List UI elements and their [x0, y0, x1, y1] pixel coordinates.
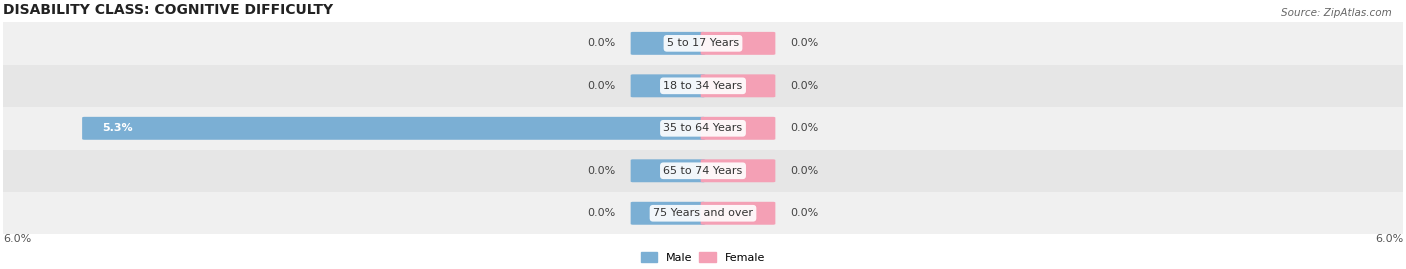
FancyBboxPatch shape	[700, 32, 775, 55]
Bar	[3, 150, 1403, 192]
Text: DISABILITY CLASS: COGNITIVE DIFFICULTY: DISABILITY CLASS: COGNITIVE DIFFICULTY	[3, 3, 333, 17]
Bar	[3, 107, 1403, 150]
FancyBboxPatch shape	[82, 117, 706, 140]
Text: Source: ZipAtlas.com: Source: ZipAtlas.com	[1281, 8, 1392, 18]
Bar	[3, 192, 1403, 235]
Text: 5.3%: 5.3%	[103, 123, 132, 133]
Text: 6.0%: 6.0%	[3, 235, 31, 245]
Text: 0.0%: 0.0%	[588, 81, 616, 91]
FancyBboxPatch shape	[631, 159, 706, 182]
Text: 75 Years and over: 75 Years and over	[652, 208, 754, 218]
FancyBboxPatch shape	[631, 202, 706, 225]
Text: 0.0%: 0.0%	[790, 208, 818, 218]
Legend: Male, Female: Male, Female	[637, 248, 769, 267]
Text: 0.0%: 0.0%	[790, 123, 818, 133]
FancyBboxPatch shape	[700, 117, 775, 140]
Text: 18 to 34 Years: 18 to 34 Years	[664, 81, 742, 91]
FancyBboxPatch shape	[700, 74, 775, 97]
Text: 0.0%: 0.0%	[790, 38, 818, 48]
Bar	[3, 22, 1403, 65]
Text: 0.0%: 0.0%	[588, 166, 616, 176]
Bar	[3, 65, 1403, 107]
Text: 65 to 74 Years: 65 to 74 Years	[664, 166, 742, 176]
Text: 6.0%: 6.0%	[1375, 235, 1403, 245]
FancyBboxPatch shape	[700, 202, 775, 225]
Text: 5 to 17 Years: 5 to 17 Years	[666, 38, 740, 48]
Text: 0.0%: 0.0%	[790, 81, 818, 91]
Text: 0.0%: 0.0%	[588, 208, 616, 218]
Text: 0.0%: 0.0%	[588, 38, 616, 48]
FancyBboxPatch shape	[631, 32, 706, 55]
Text: 0.0%: 0.0%	[790, 166, 818, 176]
FancyBboxPatch shape	[700, 159, 775, 182]
Text: 35 to 64 Years: 35 to 64 Years	[664, 123, 742, 133]
FancyBboxPatch shape	[631, 74, 706, 97]
